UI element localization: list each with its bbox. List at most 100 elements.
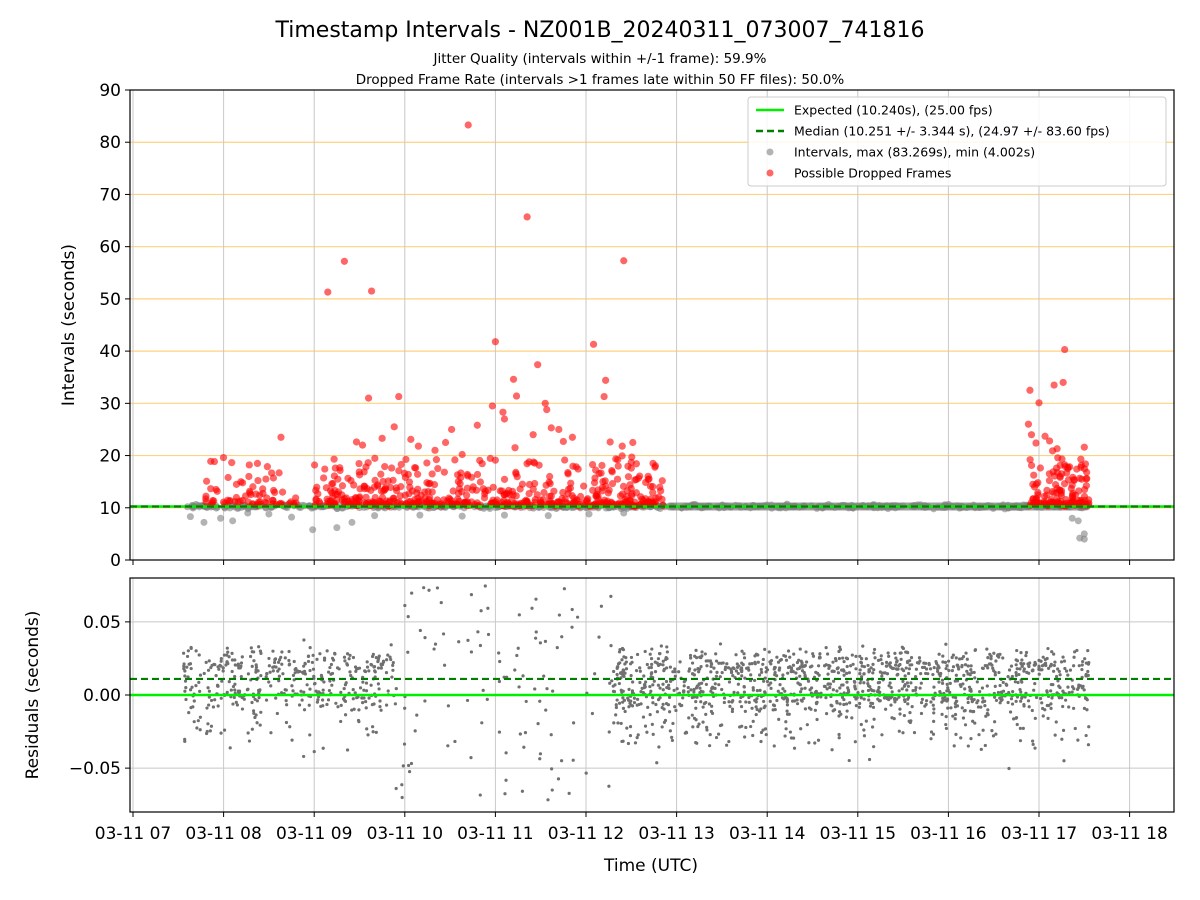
residual-point	[824, 645, 828, 650]
interval-low-point	[585, 510, 593, 518]
residual-point	[792, 736, 796, 740]
residual-point	[1005, 683, 1009, 687]
residual-point	[517, 685, 521, 689]
residual-point	[704, 659, 708, 663]
residual-point	[663, 718, 668, 723]
residual-point	[551, 689, 555, 693]
residual-point	[629, 655, 634, 660]
residual-point	[1052, 652, 1056, 656]
residual-point	[864, 719, 868, 723]
residual-point	[641, 715, 646, 719]
residual-point	[828, 682, 832, 686]
residual-point	[841, 656, 845, 660]
residual-point	[909, 656, 914, 660]
dropped-frame-outlier	[1080, 443, 1088, 451]
dropped-frame-point	[353, 496, 362, 504]
residual-point	[718, 675, 722, 679]
residual-point	[233, 682, 237, 686]
residual-point	[730, 707, 735, 711]
residual-point	[364, 681, 369, 685]
residual-point	[798, 690, 803, 694]
residual-point	[786, 671, 790, 675]
dropped-frame-point	[292, 494, 300, 502]
residual-point	[879, 654, 883, 658]
dropped-frame-point	[646, 482, 655, 490]
residual-point	[393, 702, 397, 706]
residual-point	[1068, 668, 1073, 672]
residual-point	[1039, 696, 1043, 701]
dropped-frame-point	[548, 499, 557, 507]
residual-point	[311, 653, 315, 657]
residual-point	[695, 741, 699, 745]
residual-point	[613, 683, 617, 687]
residual-point	[841, 683, 845, 687]
dropped-frame-point	[1045, 470, 1053, 478]
residual-point	[853, 685, 857, 689]
dropped-frame-outlier	[395, 392, 403, 401]
dropped-frame-point	[432, 456, 440, 464]
residual-point	[618, 661, 622, 665]
residual-point	[847, 758, 851, 763]
residual-point	[680, 703, 684, 708]
residual-point	[701, 705, 705, 709]
residual-point	[345, 748, 350, 752]
residual-point	[813, 741, 817, 745]
residual-point	[955, 663, 960, 667]
dropped-frame-point	[322, 484, 330, 492]
dropped-frame-point	[329, 479, 337, 488]
residual-point	[433, 642, 438, 646]
residual-point	[184, 697, 188, 702]
residual-point	[206, 668, 211, 672]
residual-point	[658, 696, 662, 700]
dropped-frame-point	[363, 485, 371, 493]
dropped-frame-point	[598, 461, 606, 470]
residual-point	[948, 690, 952, 695]
residual-point	[402, 742, 407, 746]
residual-point	[342, 686, 346, 691]
residual-point	[480, 721, 484, 725]
residual-point	[880, 733, 884, 737]
residual-point	[615, 665, 620, 669]
residual-point	[941, 660, 945, 664]
residual-point	[1081, 659, 1085, 664]
residual-point	[189, 645, 193, 650]
residual-point	[635, 652, 640, 657]
residual-point	[940, 678, 945, 682]
residual-point	[239, 674, 243, 679]
residual-point	[761, 728, 765, 732]
residual-point	[631, 680, 635, 684]
residual-point	[627, 687, 631, 691]
residual-point	[391, 668, 395, 672]
residual-point	[254, 713, 258, 717]
intervals-y-tick-label: 30	[99, 394, 121, 414]
residual-point	[837, 710, 842, 714]
residual-point	[285, 703, 289, 707]
residual-point	[218, 663, 222, 667]
dropped-frame-point	[550, 487, 558, 495]
residual-point	[650, 722, 654, 726]
dropped-frame-point	[479, 485, 487, 493]
residual-point	[442, 663, 447, 667]
residual-point	[1076, 686, 1080, 690]
residual-point	[198, 715, 202, 719]
residual-point	[187, 711, 191, 715]
dropped-frame-outlier	[277, 433, 285, 441]
dropped-frame-point	[476, 456, 484, 465]
residual-point	[880, 674, 884, 678]
residual-point	[635, 703, 639, 707]
residual-point	[1061, 704, 1065, 709]
residual-point	[293, 671, 297, 675]
residual-point	[273, 660, 277, 665]
dropped-frame-point	[402, 499, 410, 507]
residual-point	[1010, 674, 1014, 679]
intervals-y-tick-label: 40	[99, 342, 121, 362]
residual-point	[1084, 733, 1088, 738]
intervals-axes-frame	[129, 89, 1175, 561]
residual-point	[775, 698, 779, 703]
residual-point	[622, 698, 627, 702]
residual-point	[1080, 663, 1084, 667]
residual-point	[852, 679, 856, 684]
residual-point	[655, 761, 659, 765]
residual-point	[584, 771, 588, 775]
residual-point	[861, 689, 865, 693]
